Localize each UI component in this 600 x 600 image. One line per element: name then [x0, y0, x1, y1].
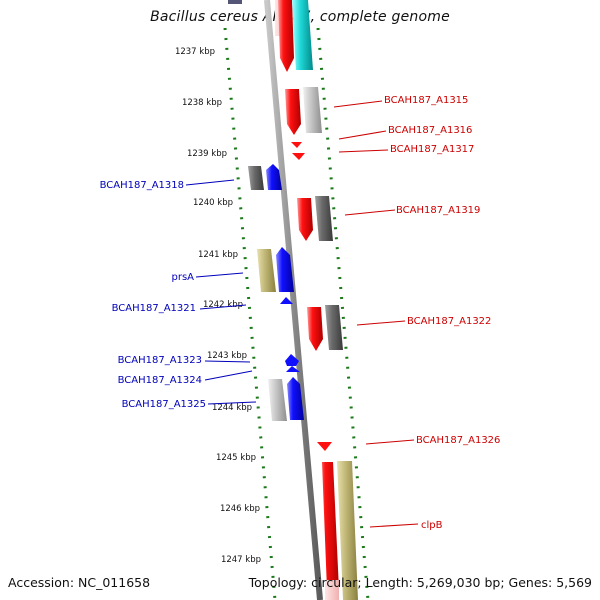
gene-feature-khaki	[337, 461, 358, 600]
position-label: 1247 kbp	[221, 555, 261, 565]
gene-label[interactable]: prsA	[171, 272, 194, 283]
gene-feature-dark	[315, 196, 333, 241]
position-label: 1242 kbp	[203, 300, 243, 310]
gene-arrow-forward	[280, 297, 293, 304]
leader-line	[204, 360, 251, 363]
leader-line	[344, 209, 396, 216]
partial-feature-top	[228, 0, 242, 4]
gene-label[interactable]: BCAH187_A1324	[118, 375, 202, 386]
gene-label[interactable]: BCAH187_A1325	[122, 399, 206, 410]
gene-features	[248, 0, 358, 600]
gene-feature-pink	[325, 580, 339, 600]
position-label: 1244 kbp	[212, 403, 252, 413]
gene-label-group: BCAH187_A1315 BCAH187_A1316 BCAH187_A131…	[100, 95, 501, 531]
gene-arrow-forward	[266, 164, 282, 190]
position-label: 1240 kbp	[193, 198, 233, 208]
gene-label[interactable]: BCAH187_A1326	[416, 435, 500, 446]
leader-line	[195, 272, 244, 278]
leader-line	[369, 523, 419, 528]
gene-label[interactable]: clpB	[421, 520, 443, 531]
accession-label: Accession: NC_011658	[8, 575, 151, 590]
gene-arrow-reverse	[278, 0, 294, 72]
leader-line	[185, 179, 235, 186]
leader-line	[338, 149, 389, 153]
gene-label[interactable]: BCAH187_A1317	[390, 144, 474, 155]
gene-arrow-forward	[286, 366, 300, 372]
gene-arrow-reverse	[285, 89, 301, 135]
leader-line	[365, 439, 415, 445]
position-label: 1243 kbp	[207, 351, 247, 361]
gene-label[interactable]: BCAH187_A1322	[407, 316, 491, 327]
leader-line	[207, 401, 257, 405]
leader-line	[356, 320, 406, 326]
position-label: 1246 kbp	[220, 504, 260, 514]
leader-line	[199, 304, 247, 310]
position-label: 1239 kbp	[187, 149, 227, 159]
gene-label[interactable]: BCAH187_A1316	[388, 125, 472, 136]
left-tick-track	[223, 27, 277, 600]
gene-feature-grey	[268, 379, 287, 421]
leader-line	[333, 100, 383, 108]
position-label: 1237 kbp	[175, 47, 215, 57]
gene-label[interactable]: BCAH187_A1319	[396, 205, 480, 216]
gene-arrow-forward	[285, 354, 299, 366]
gene-arrow-reverse	[291, 142, 302, 148]
position-label: 1241 kbp	[198, 250, 238, 260]
gene-arrow-reverse	[297, 198, 313, 241]
gene-arrow-forward	[276, 247, 294, 292]
gene-arrow-reverse	[317, 442, 332, 451]
genome-stats-label: Topology: circular; Length: 5,269,030 bp…	[248, 575, 592, 590]
gene-feature-cyan	[292, 0, 313, 70]
gene-arrow-reverse	[307, 307, 323, 351]
gene-arrow-forward	[287, 377, 304, 420]
gene-label[interactable]: BCAH187_A1318	[100, 180, 184, 191]
gene-feature-grey	[303, 87, 322, 133]
gene-feature-dark	[248, 166, 264, 190]
gene-label[interactable]: BCAH187_A1321	[112, 303, 196, 314]
position-label: 1245 kbp	[216, 453, 256, 463]
gene-feature-khaki	[257, 249, 276, 292]
leader-line	[338, 130, 387, 140]
gene-label[interactable]: BCAH187_A1315	[384, 95, 468, 106]
genome-backbone	[264, 0, 323, 600]
leader-line	[204, 370, 253, 381]
gene-feature-dark	[325, 305, 343, 350]
position-label: 1238 kbp	[182, 98, 222, 108]
position-label-group: 1237 kbp 1238 kbp 1239 kbp 1240 kbp 1241…	[175, 47, 261, 565]
gene-label[interactable]: BCAH187_A1323	[118, 355, 202, 366]
leader-lines	[185, 100, 419, 528]
gene-arrow-reverse	[292, 153, 305, 160]
gene-arrow-reverse	[318, 462, 339, 590]
